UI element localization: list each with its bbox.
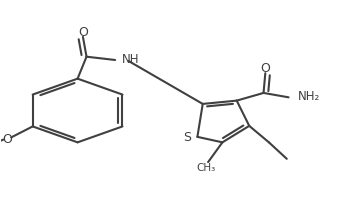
Text: O: O bbox=[3, 133, 13, 146]
Text: CH₃: CH₃ bbox=[197, 163, 216, 173]
Text: O: O bbox=[260, 62, 270, 75]
Text: NH₂: NH₂ bbox=[298, 90, 321, 103]
Text: NH: NH bbox=[122, 53, 139, 66]
Text: S: S bbox=[183, 131, 191, 145]
Text: O: O bbox=[78, 26, 88, 39]
